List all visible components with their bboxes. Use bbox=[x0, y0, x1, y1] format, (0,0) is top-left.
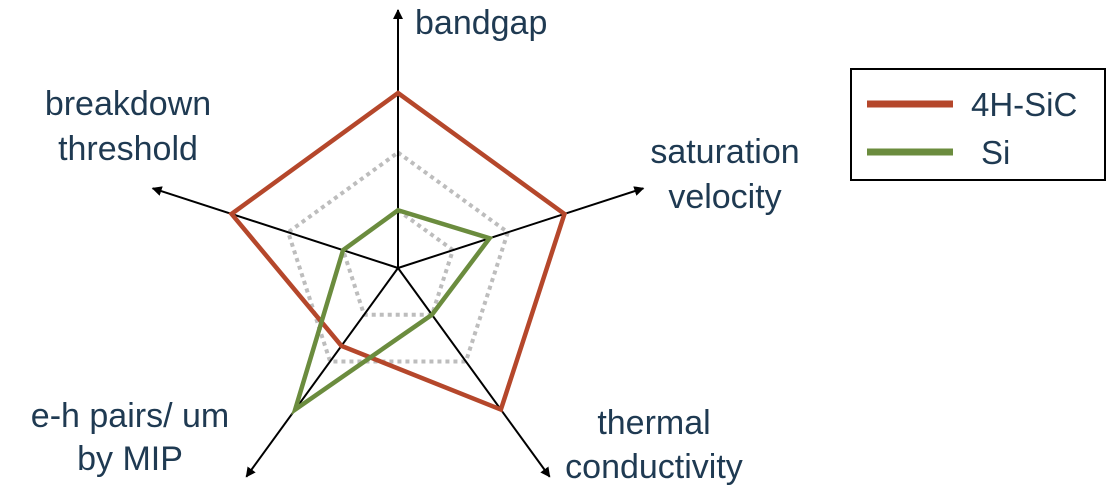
axis-label-4: e-h pairs/ um by MIP bbox=[31, 397, 229, 478]
axis-label-5: breakdown threshold bbox=[45, 85, 211, 168]
axis-3 bbox=[397, 267, 551, 478]
axis-label-2: saturation velocity bbox=[650, 133, 799, 216]
axis-2 bbox=[397, 186, 645, 269]
legend: 4H-SiC Si bbox=[850, 68, 1106, 181]
legend-label-si: Si bbox=[981, 134, 1010, 171]
radar-series bbox=[228, 90, 568, 416]
axis-label-3: thermal conductivity bbox=[565, 404, 743, 486]
axis-label-1: bandgap bbox=[415, 4, 547, 42]
radar-axes bbox=[151, 9, 645, 478]
legend-box bbox=[850, 68, 1106, 181]
axis-4 bbox=[245, 267, 399, 478]
axis-5 bbox=[151, 186, 399, 269]
grid-ring-2 bbox=[285, 150, 511, 364]
series-4h-sic bbox=[228, 90, 568, 413]
axis-labels: bandgap saturation velocity thermal conducti… bbox=[31, 4, 800, 486]
legend-label-4h-sic: 4H-SiC bbox=[971, 86, 1077, 123]
series-si bbox=[291, 207, 494, 416]
